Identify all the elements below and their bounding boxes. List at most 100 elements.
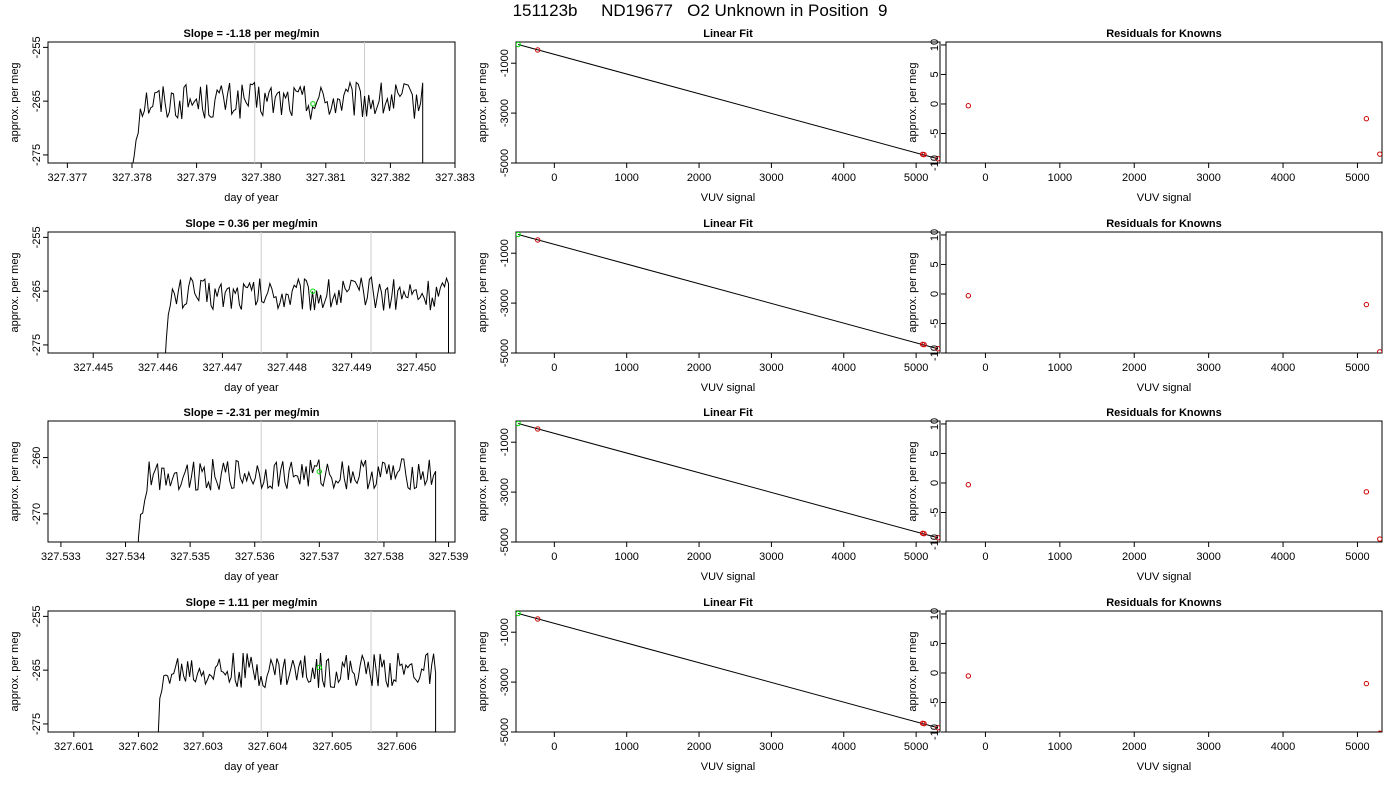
- fit-line: [518, 423, 938, 539]
- x-tick-label: 327.536: [235, 551, 275, 563]
- unknown-point: [316, 664, 323, 671]
- residual-point: [1363, 301, 1370, 308]
- y-tick-label: -5000: [499, 528, 511, 556]
- x-axis-label: VUV signal: [701, 192, 755, 204]
- y-tick-label: -1000: [499, 428, 511, 456]
- x-tick-label: 2000: [687, 551, 711, 563]
- plot-area: [157, 611, 437, 732]
- x-tick-label: 327.383: [435, 172, 475, 184]
- panel-title: Slope = 1.11 per meg/min: [186, 597, 318, 609]
- x-tick-label: 327.378: [112, 172, 152, 184]
- x-tick-label: 327.377: [47, 172, 87, 184]
- y-axis-label: approx. per meg: [9, 252, 21, 332]
- x-tick-label: 327.602: [119, 741, 159, 753]
- known-point: [535, 237, 541, 243]
- x-axis-label: VUV signal: [701, 761, 755, 773]
- x-tick-label: 4000: [1271, 362, 1295, 374]
- y-tick-label: -275: [31, 713, 43, 735]
- x-axis-label: day of year: [224, 382, 279, 394]
- plot-frame: [515, 41, 941, 164]
- plot-area: [165, 232, 449, 353]
- x-tick-label: 327.381: [306, 172, 346, 184]
- x-tick-label: 5000: [904, 741, 928, 753]
- panel-title: Residuals for Knowns: [1106, 218, 1222, 230]
- y-tick-label: 0: [929, 670, 941, 676]
- x-tick-label: 327.533: [41, 551, 81, 563]
- panel-1-3: Residuals for Knowns 0 1000 2000 3000 4000 500…: [907, 28, 1383, 204]
- y-tick-label: -275: [31, 334, 43, 356]
- y-axis-label: approx. per meg: [907, 252, 919, 332]
- y-tick-label: 5: [929, 261, 941, 267]
- x-tick-label: 1000: [614, 551, 638, 563]
- y-tick-label: -1000: [499, 49, 511, 77]
- y-tick-label: -1000: [499, 618, 511, 646]
- x-tick-label: 0: [982, 172, 988, 184]
- residual-point: [1363, 680, 1370, 687]
- x-tick-label: 2000: [687, 741, 711, 753]
- x-tick-label: 4000: [1271, 172, 1295, 184]
- known-point: [921, 151, 927, 158]
- y-tick-label: 0: [929, 291, 941, 297]
- plot-frame: [515, 420, 941, 543]
- residual-point: [965, 482, 972, 488]
- panel-title: Linear Fit: [703, 218, 753, 230]
- x-tick-label: 327.382: [371, 172, 411, 184]
- x-tick-label: 3000: [1196, 362, 1220, 374]
- plot-frame: [945, 41, 1383, 164]
- y-axis-label: approx. per meg: [9, 631, 21, 711]
- y-tick-label: 0: [929, 101, 941, 107]
- known-point: [935, 156, 940, 162]
- x-tick-label: 1000: [614, 741, 638, 753]
- x-tick-label: 3000: [1196, 741, 1220, 753]
- y-axis-label: approx. per meg: [907, 441, 919, 521]
- x-tick-label: 3000: [759, 741, 783, 753]
- y-tick-label: -5000: [499, 149, 511, 177]
- x-tick-label: 5000: [904, 362, 928, 374]
- panel-title: Residuals for Knowns: [1106, 597, 1222, 609]
- x-tick-label: 1000: [614, 362, 638, 374]
- x-tick-label: 327.380: [241, 172, 281, 184]
- unknown-point: [516, 42, 521, 48]
- y-tick-label: -5: [929, 319, 941, 329]
- panel-4-2: Linear Fit 0 1000 2000 3000 4000 5000 -5000 -300…: [477, 597, 941, 773]
- y-tick-label: -10: [929, 345, 941, 361]
- signal-line: [165, 276, 449, 353]
- known-point: [935, 725, 940, 731]
- x-tick-label: 1000: [1048, 551, 1072, 563]
- y-tick-label: -3000: [499, 289, 511, 317]
- y-tick-label: -10: [929, 724, 941, 740]
- x-tick-label: 5000: [904, 172, 928, 184]
- fit-line: [518, 234, 938, 350]
- x-tick-label: 3000: [1196, 551, 1220, 563]
- x-tick-label: 3000: [1196, 172, 1220, 184]
- x-tick-label: 3000: [759, 362, 783, 374]
- x-axis-label: day of year: [224, 571, 279, 583]
- x-tick-label: 327.449: [332, 362, 372, 374]
- x-tick-label: 4000: [1271, 551, 1295, 563]
- y-tick-label: -3000: [499, 668, 511, 696]
- panel-title: Linear Fit: [703, 407, 753, 419]
- panel-title: Slope = -1.18 per meg/min: [183, 28, 319, 40]
- y-axis-label: approx. per meg: [9, 441, 21, 521]
- x-tick-label: 0: [982, 741, 988, 753]
- x-tick-label: 0: [982, 551, 988, 563]
- residual-point: [1363, 489, 1370, 495]
- known-point: [921, 530, 927, 537]
- known-point: [935, 535, 940, 541]
- plot-frame: [945, 231, 1383, 354]
- y-tick-label: -255: [31, 226, 43, 248]
- panel-2-1: Slope = 0.36 per meg/min 327.445 327.446 32…: [9, 218, 456, 394]
- signal-line: [132, 80, 424, 163]
- plot-area: [516, 421, 940, 541]
- residual-point: [965, 103, 972, 109]
- plot-area: [965, 293, 1382, 353]
- y-tick-label: -1000: [499, 239, 511, 267]
- x-tick-label: 327.537: [299, 551, 339, 563]
- x-tick-label: 0: [551, 551, 557, 563]
- panel-3-1: Slope = -2.31 per meg/min 327.533 327.534 3…: [9, 407, 468, 583]
- signal-line: [137, 458, 437, 542]
- y-tick-label: 10: [929, 608, 941, 620]
- y-tick-label: -255: [31, 36, 43, 58]
- panel-1-2: Linear Fit 0 1000 2000 3000 4000 5000 -5000 -300…: [477, 28, 941, 204]
- panel-4-3: Residuals for Knowns 0 1000 2000 3000 4000 500…: [907, 597, 1383, 773]
